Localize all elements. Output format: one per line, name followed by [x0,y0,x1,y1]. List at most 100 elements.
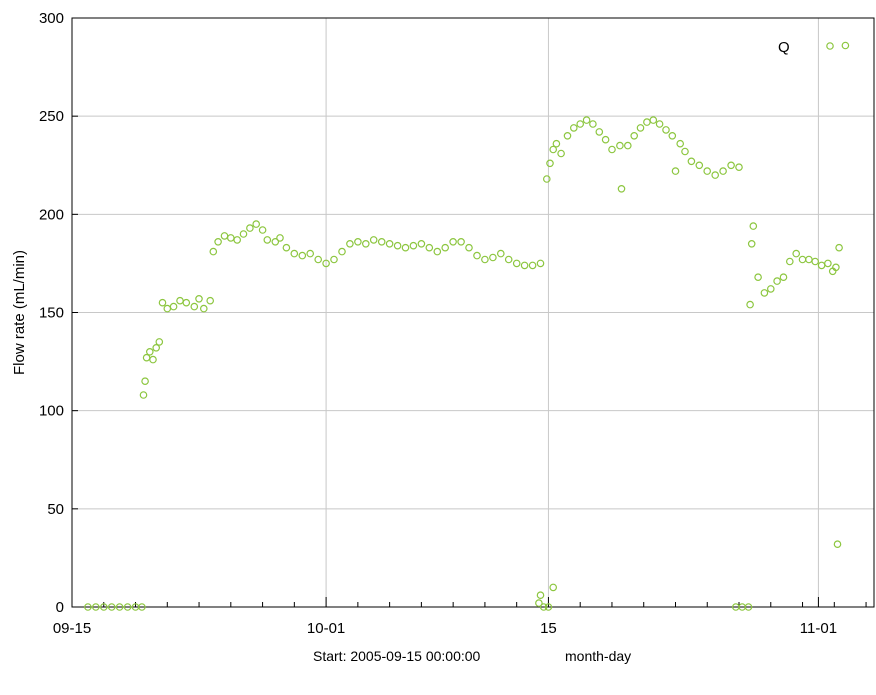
data-point [115,603,124,611]
data-point [220,232,229,240]
data-point [92,603,100,611]
data-point [176,296,184,305]
data-point [361,240,370,248]
y-tick-label: 300 [39,10,64,27]
data-point [409,241,418,250]
data-point [146,347,154,356]
legend-label-q: Q [778,39,790,56]
data-point [330,255,338,264]
data-point [141,377,149,386]
data-point [589,120,597,128]
data-point [417,240,426,248]
data-point [785,257,794,266]
data-point [549,583,558,592]
data-point [528,261,537,270]
data-point [271,238,280,246]
data-point [252,220,261,228]
y-tick-label: 200 [39,206,64,223]
data-point [749,222,758,230]
data-point [746,300,754,309]
data-point [107,603,116,611]
data-point [617,185,626,193]
x-tick-label: 10-01 [307,620,345,637]
data-point [314,255,323,264]
data-point [258,226,267,234]
axis-ticks: 0 50 100 150 200 250 300 09-15 10-01 15 11-01 [39,10,867,637]
data-point [233,236,242,244]
data-point [735,163,743,172]
data-point [512,259,521,268]
data-point [520,261,529,270]
y-axis-label: Flow rate (mL/min) [11,250,28,375]
data-point [766,285,775,293]
data-point [569,124,578,132]
data-point [338,247,346,256]
data-point [239,230,248,238]
data-point [711,171,720,179]
data-point [833,540,842,549]
data-point [747,240,756,248]
y-tick-label: 50 [47,501,64,518]
data-point [401,243,410,252]
data-point [817,261,826,270]
data-point [290,249,299,258]
data-point [369,236,378,244]
data-point [557,149,565,158]
data-point [542,175,551,183]
data-point [608,145,616,154]
x-tick-label: 15 [540,620,557,637]
data-point [841,41,850,50]
grid-lines [72,18,874,607]
data-point [811,257,820,266]
data-point [149,355,157,364]
data-point [481,255,489,264]
data-point [576,120,585,128]
data-point [200,304,208,313]
data-point [681,147,689,156]
data-point [703,167,712,175]
data-point [760,289,769,297]
data-point [754,273,762,282]
data-point [536,259,545,268]
data-point [544,603,553,611]
data-point [835,243,843,252]
data-point [536,591,545,600]
data-point [425,243,434,252]
data-point [473,251,481,260]
data-point [535,599,543,607]
data-point [206,296,215,305]
data-point [489,253,497,262]
data-point [687,157,696,166]
data-point [393,241,402,250]
data-point [465,243,473,252]
data-point [798,255,807,264]
data-point [182,298,191,307]
data-point [546,159,554,168]
data-point [582,116,591,124]
data-point [595,128,604,136]
data-point [246,224,254,232]
data-point [655,120,664,128]
data-point [322,259,330,268]
scatter-points-q [84,41,850,611]
data-point [824,259,832,268]
data-point [263,236,272,244]
data-point [84,603,92,611]
data-point [227,234,235,242]
data-point [719,167,727,175]
data-point [601,135,610,144]
data-point [668,132,677,140]
data-point [346,240,354,248]
data-point [377,238,386,246]
data-point [549,145,558,154]
data-point [457,238,465,246]
data-point [195,294,203,303]
x-tick-label: 09-15 [53,620,91,637]
data-point [123,603,132,611]
data-point [209,247,218,256]
data-point [649,116,658,124]
data-point [504,255,513,264]
data-point [282,243,291,252]
data-point [623,141,632,150]
data-point [744,603,753,611]
